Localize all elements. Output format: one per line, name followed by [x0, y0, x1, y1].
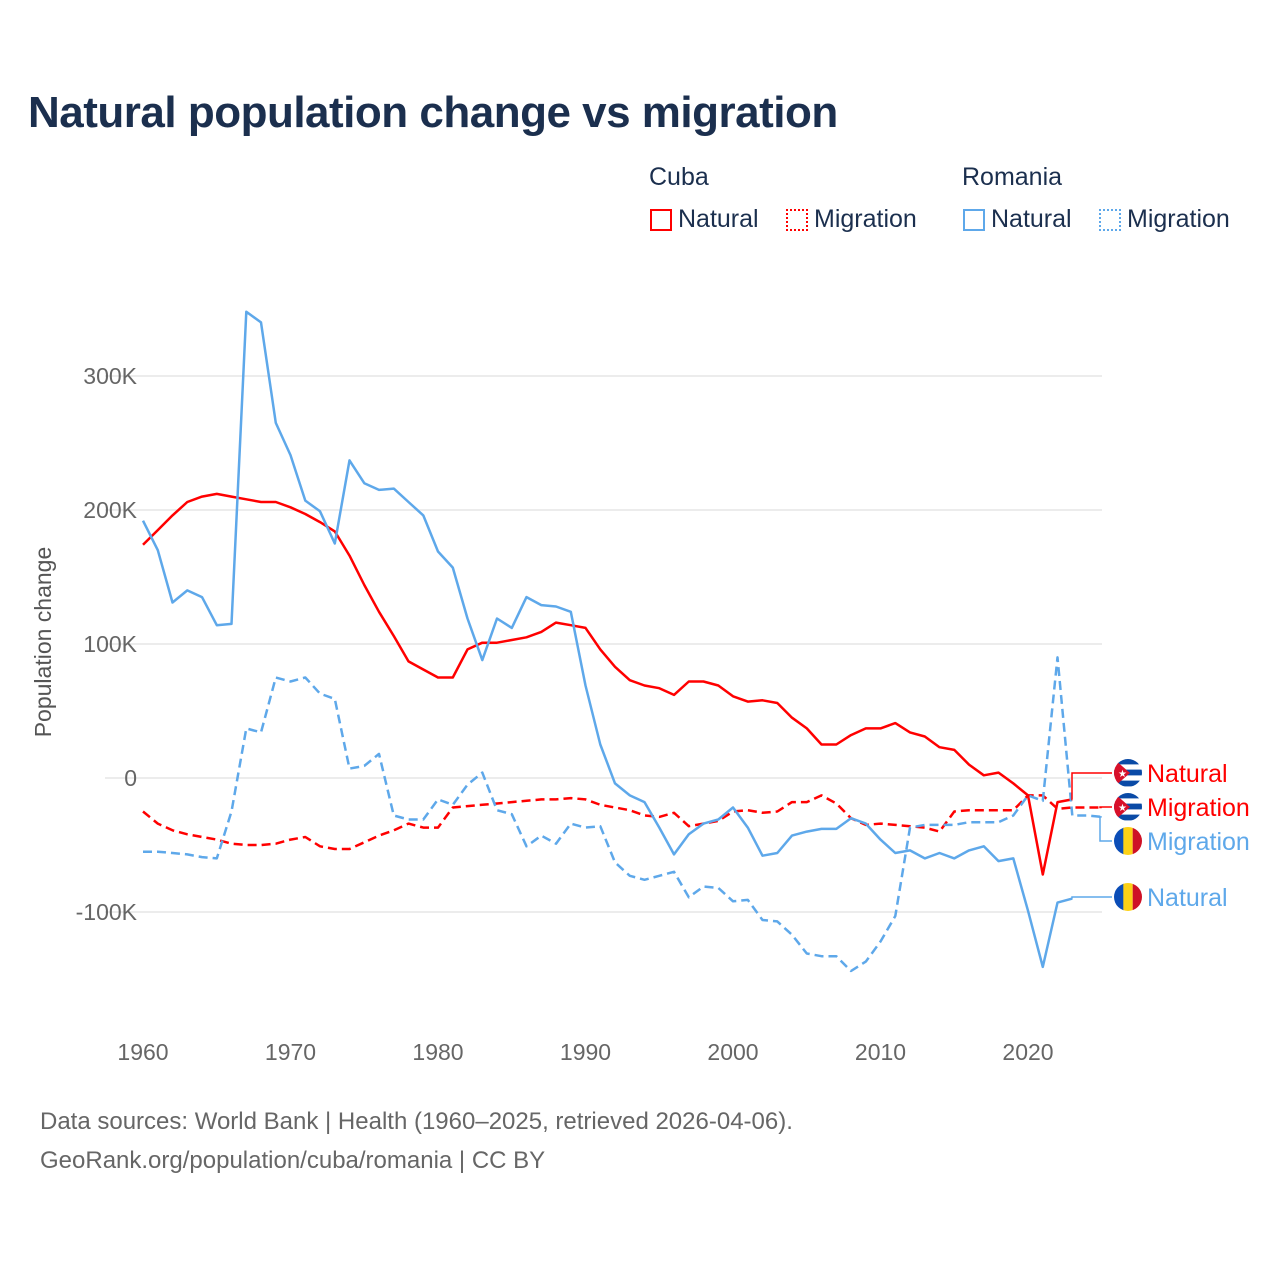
- flag-clip: ★: [1114, 759, 1142, 787]
- x-tick-label: 1990: [560, 1039, 611, 1065]
- legend-swatch-solid-blue: [963, 208, 985, 231]
- legend-romania-migration[interactable]: Migration: [1099, 205, 1230, 234]
- source-line-2[interactable]: GeoRank.org/population/cuba/romania | CC…: [40, 1147, 546, 1174]
- flag-stripe: [1114, 780, 1142, 787]
- y-tick-label: 300K: [83, 363, 137, 389]
- y-tick-label: -100K: [76, 899, 138, 925]
- y-tick-label: 100K: [83, 631, 137, 657]
- series-line-cuba-natural: [142, 492, 1073, 876]
- cuba-flag-icon: ★: [1114, 759, 1142, 787]
- legend-group-romania: Romania: [962, 163, 1063, 191]
- romania-flag-icon: [1114, 827, 1142, 855]
- legend-swatch-dotted-red: [786, 208, 808, 231]
- flag-star: ★: [1118, 769, 1127, 780]
- flag-stripe: [1114, 883, 1124, 911]
- legend-group-cuba: Cuba: [649, 163, 709, 191]
- flag-stripe: [1114, 827, 1124, 855]
- x-tick-label: 1980: [412, 1039, 463, 1065]
- series-end-label: Natural: [1147, 760, 1228, 788]
- x-tick-label: 2000: [707, 1039, 758, 1065]
- chart-title: Natural population change vs migration: [28, 88, 838, 137]
- legend-cuba-natural[interactable]: Natural: [650, 205, 759, 234]
- legend-label: Migration: [1127, 205, 1230, 233]
- series-end-label: Natural: [1147, 884, 1228, 912]
- legend-label: Migration: [814, 205, 917, 233]
- series-line-cuba-migration: [142, 794, 1102, 851]
- flag-stripe: [1114, 814, 1142, 821]
- label-leader-line: [1099, 816, 1112, 842]
- flag-triangle: [1114, 793, 1130, 821]
- x-tick-label: 2020: [1002, 1039, 1053, 1065]
- series-line-romania-migration: [143, 656, 1102, 973]
- flag-star: ★: [1118, 803, 1127, 814]
- legend-swatch-solid-red: [650, 208, 672, 231]
- flag-stripe: [1114, 793, 1142, 799]
- y-axis-label: Population change: [30, 547, 56, 738]
- y-tick-label: 0: [124, 765, 137, 791]
- flag-stripe: [1114, 759, 1142, 765]
- flag-clip: ★: [1114, 793, 1142, 821]
- flag-triangle: [1114, 759, 1130, 787]
- legend-label: Natural: [678, 205, 759, 233]
- legend-cuba-migration[interactable]: Migration: [786, 205, 917, 234]
- label-leader-line: [1071, 772, 1112, 801]
- cuba-flag-icon: ★: [1114, 793, 1142, 821]
- flag-clip: [1114, 883, 1142, 911]
- flag-stripe: [1123, 827, 1133, 855]
- series-end-label: Migration: [1147, 828, 1250, 856]
- romania-flag-icon: [1114, 883, 1142, 911]
- legend-label: Natural: [991, 205, 1072, 233]
- legend-swatch-dotted-blue: [1099, 208, 1121, 231]
- legend-romania-natural[interactable]: Natural: [963, 205, 1072, 234]
- y-tick-label: 200K: [83, 497, 137, 523]
- x-tick-label: 1960: [117, 1039, 168, 1065]
- series-line-romania-natural: [141, 310, 1073, 969]
- flag-stripe: [1123, 883, 1133, 911]
- x-tick-label: 2010: [855, 1039, 906, 1065]
- source-line-1: Data sources: World Bank | Health (1960–…: [40, 1108, 793, 1135]
- flag-stripe: [1132, 827, 1142, 855]
- flag-clip: [1114, 827, 1142, 855]
- flag-stripe: [1132, 883, 1142, 911]
- x-tick-label: 1970: [265, 1039, 316, 1065]
- label-leader-line: [1071, 896, 1112, 900]
- series-end-label: Migration: [1147, 794, 1250, 822]
